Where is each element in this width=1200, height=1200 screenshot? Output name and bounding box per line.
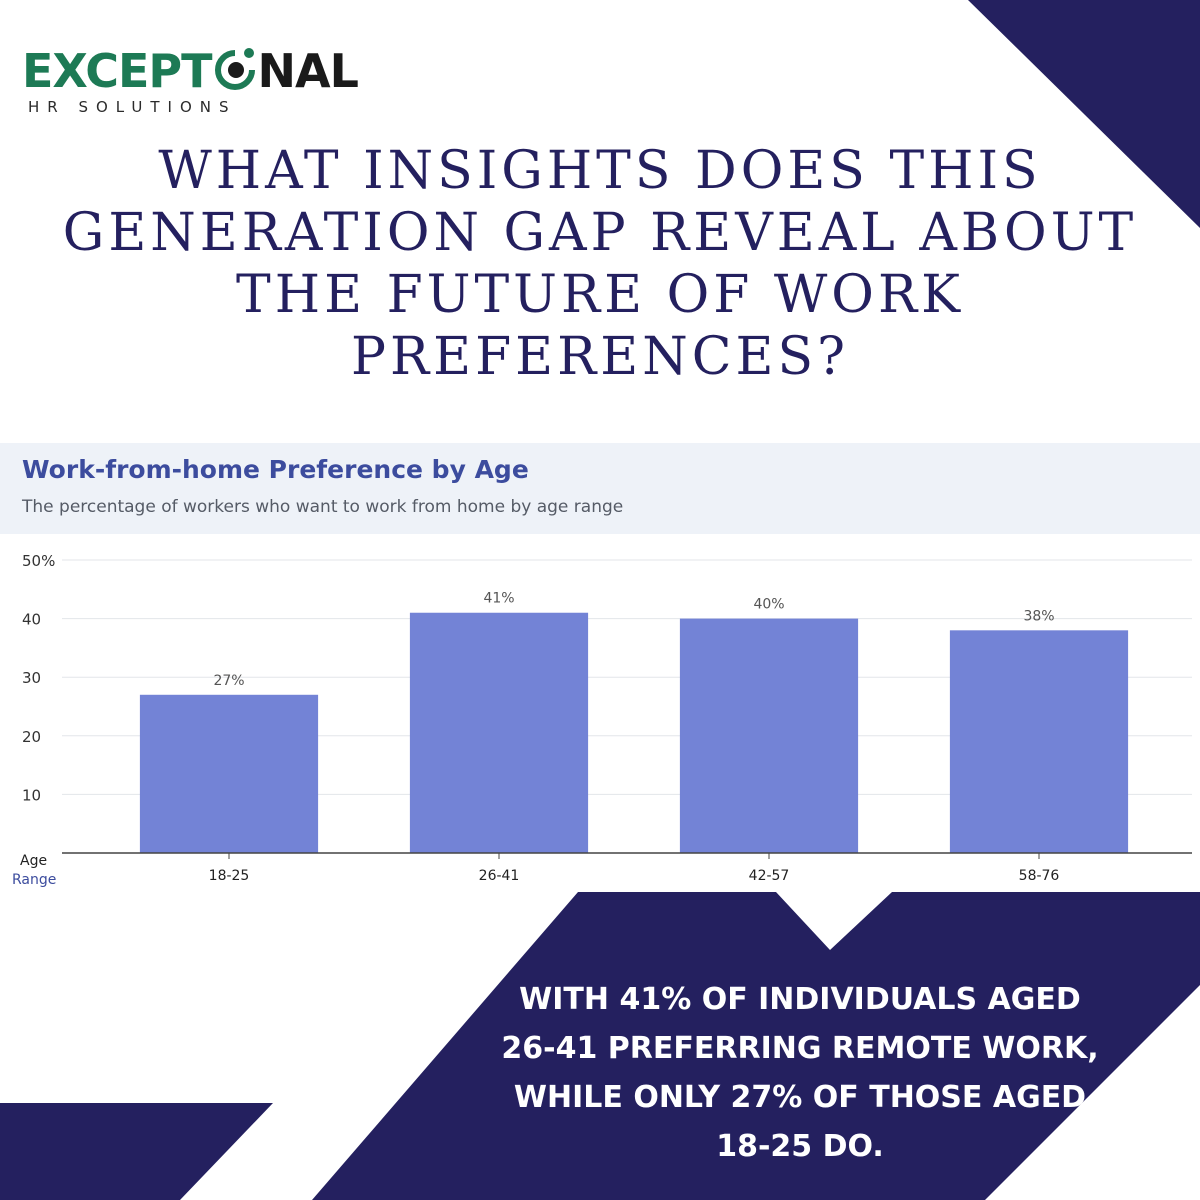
- y-tick-label: 50%: [22, 552, 55, 570]
- x-tick-label: 42-57: [749, 868, 790, 884]
- headline: WHAT INSIGHTS DOES THIS GENERATION GAP R…: [30, 140, 1170, 388]
- bar: [949, 630, 1129, 853]
- bottom-left-navy-shape: [0, 1103, 273, 1200]
- top-right-navy-triangle: [968, 0, 1200, 228]
- headline-line: THE FUTURE OF WORK: [236, 265, 964, 325]
- data-label: 40%: [753, 597, 784, 613]
- y-tick-label: 30: [22, 669, 41, 687]
- logo-word-right: NAL: [257, 44, 359, 98]
- headline-line: PREFERENCES?: [351, 327, 849, 387]
- logo-wordmark: EXCEPT NAL: [22, 44, 359, 98]
- headline-line: GENERATION GAP REVEAL ABOUT: [62, 203, 1138, 263]
- y-tick-label: 40: [22, 611, 41, 629]
- data-label: 38%: [1023, 608, 1054, 624]
- data-label: 27%: [213, 673, 244, 689]
- callout-line: WITH 41% OF INDIVIDUALS AGED: [519, 982, 1081, 1017]
- bar: [409, 612, 589, 853]
- chart-header-band: [0, 443, 1200, 534]
- bar: [679, 618, 859, 853]
- callout-line: 18-25 DO.: [716, 1129, 884, 1164]
- y-tick-label: 10: [22, 786, 41, 804]
- callout-text: WITH 41% OF INDIVIDUALS AGED 26-41 PREFE…: [470, 975, 1130, 1171]
- x-axis-label: Age: [20, 853, 47, 869]
- chart-title: Work-from-home Preference by Age: [22, 455, 529, 484]
- x-tick-label: 26-41: [479, 868, 520, 884]
- bar-chart: 10 20 30 40 50% 27% 18-25 41% 26-41 40% 42-57 38% 58…: [12, 552, 1192, 888]
- chart-subtitle: The percentage of workers who want to wo…: [22, 497, 624, 517]
- bottom-navy-banner: [312, 892, 1200, 1200]
- logo-tagline: HR SOLUTIONS: [28, 98, 237, 116]
- company-logo: EXCEPT NAL HR SOLUTIONS: [22, 22, 402, 116]
- y-tick-label: 20: [22, 728, 41, 746]
- callout-line: WHILE ONLY 27% OF THOSE AGED: [513, 1080, 1087, 1115]
- headline-line: WHAT INSIGHTS DOES THIS: [158, 141, 1042, 201]
- x-axis-label: Range: [12, 872, 56, 888]
- logo-word-left: EXCEPT: [22, 44, 213, 98]
- bar: [139, 694, 319, 853]
- x-tick-label: 18-25: [209, 868, 250, 884]
- callout-line: 26-41 PREFERRING REMOTE WORK,: [501, 1031, 1099, 1066]
- x-tick-label: 58-76: [1019, 868, 1060, 884]
- person-in-circle-icon: [214, 48, 255, 90]
- data-label: 41%: [483, 591, 514, 607]
